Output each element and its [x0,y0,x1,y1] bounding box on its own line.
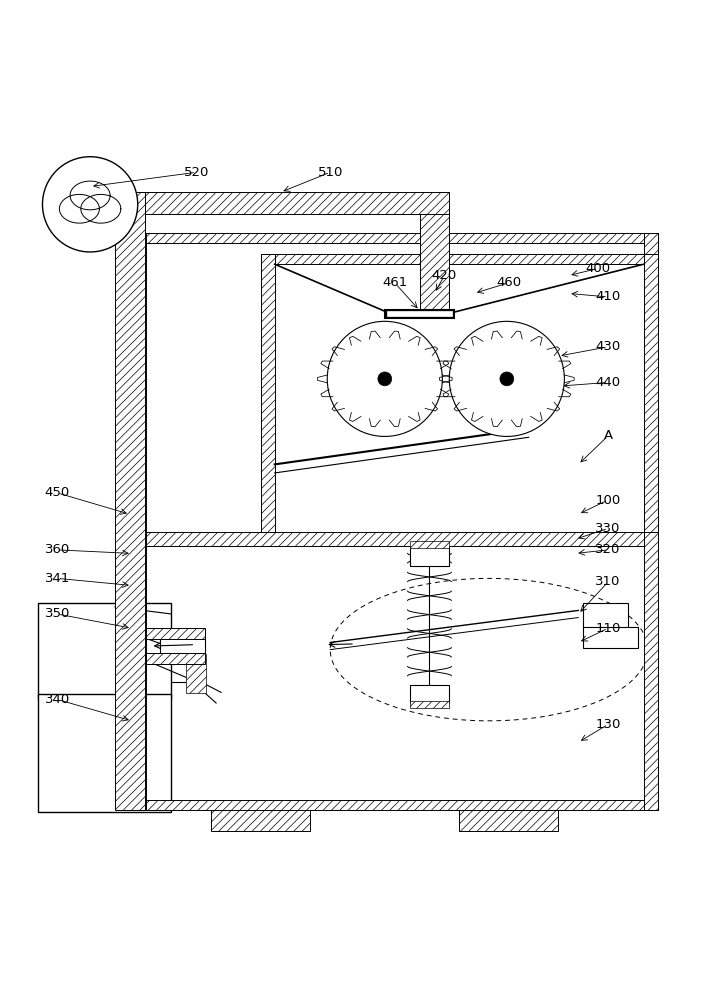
Circle shape [42,157,138,252]
Bar [644,254,658,532]
Bar [644,233,658,810]
Bar [132,233,658,243]
Bar [37,694,172,812]
Bar [460,810,559,831]
Bar [409,701,449,708]
Text: 420: 420 [432,269,457,282]
Text: 360: 360 [45,543,70,556]
Bar [37,603,172,699]
Bar [409,541,449,548]
Bar [187,654,206,693]
Bar [387,311,452,316]
Text: 430: 430 [595,340,620,353]
Bar [146,628,205,639]
Bar [385,310,454,318]
Bar [159,638,205,654]
Text: 320: 320 [595,543,621,556]
Text: 330: 330 [595,522,621,535]
Bar [261,254,658,264]
Text: 341: 341 [45,572,70,585]
Text: 440: 440 [595,376,620,389]
Text: 461: 461 [382,276,407,289]
Bar [115,192,449,214]
Bar [146,532,644,546]
Bar [132,800,658,810]
Text: 130: 130 [595,718,621,731]
Circle shape [449,321,564,436]
Bar [419,214,449,313]
Bar [409,685,449,703]
Bar [261,254,275,532]
Text: 400: 400 [586,262,611,275]
Text: 510: 510 [317,166,343,179]
Text: 520: 520 [184,166,209,179]
Text: 350: 350 [45,607,70,620]
Bar [211,810,310,831]
Text: 460: 460 [496,276,521,289]
Bar [583,603,628,628]
Bar [146,653,205,664]
Bar [132,233,146,810]
Text: A: A [604,429,612,442]
Text: 450: 450 [45,486,70,499]
Text: 410: 410 [595,290,620,303]
Circle shape [378,372,392,386]
Bar [583,627,638,648]
Text: 110: 110 [595,622,621,635]
Text: 310: 310 [595,575,621,588]
Text: 340: 340 [45,693,70,706]
Circle shape [500,372,514,386]
Text: 100: 100 [595,494,620,507]
Bar [409,546,449,566]
Bar [115,192,144,810]
Circle shape [327,321,442,436]
